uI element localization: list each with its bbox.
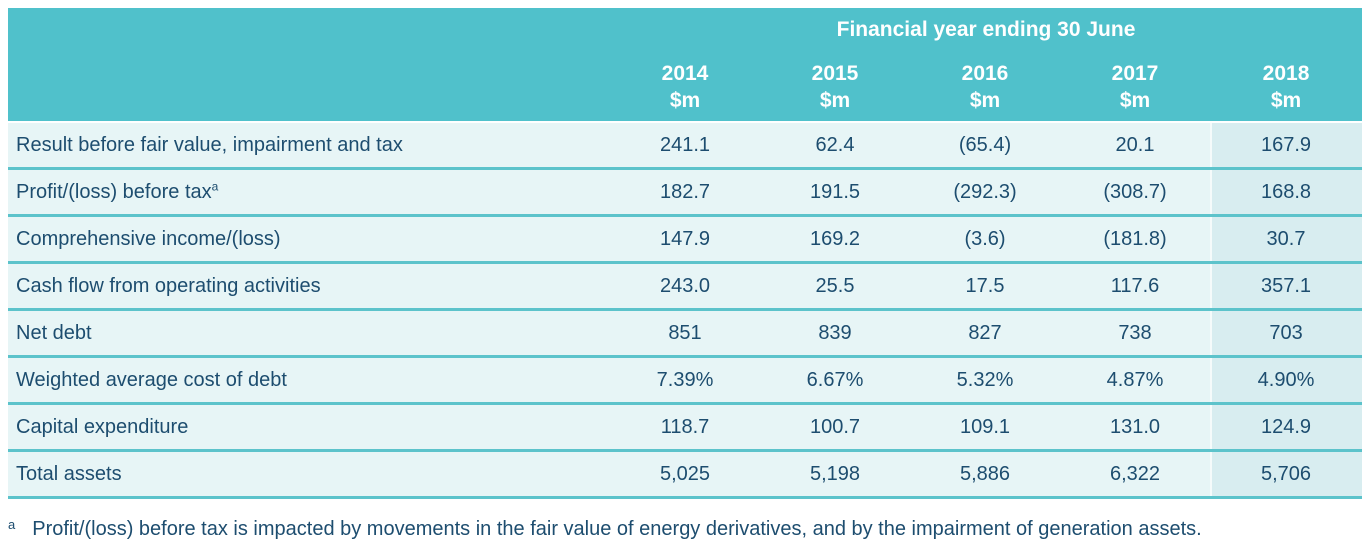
year-column-header-2016: 2016 $m <box>910 52 1060 123</box>
cell-value: 738 <box>1060 311 1210 358</box>
row-label: Cash flow from operating activities <box>8 264 610 311</box>
cell-value-highlighted: 167.9 <box>1210 123 1363 170</box>
year-column-header-2014: 2014 $m <box>610 52 760 123</box>
year-label: 2016 <box>961 61 1009 85</box>
unit-label: $m <box>1119 88 1151 112</box>
cell-value: 7.39% <box>610 358 760 405</box>
year-label: 2017 <box>1111 61 1159 85</box>
row-label: Result before fair value, impairment and… <box>8 123 610 170</box>
year-column-header-2017: 2017 $m <box>1060 52 1210 123</box>
cell-value: 182.7 <box>610 170 760 217</box>
row-label: Weighted average cost of debt <box>8 358 610 405</box>
footnote-text: Profit/(loss) before tax is impacted by … <box>32 518 1202 540</box>
cell-value: 6.67% <box>760 358 910 405</box>
footnote-marker: a <box>8 517 16 532</box>
cell-value: (292.3) <box>910 170 1060 217</box>
header-spacer <box>8 8 610 52</box>
financial-summary-table: Financial year ending 30 June 2014 $m 20… <box>8 8 1363 499</box>
row-label: Profit/(loss) before taxa <box>8 170 610 217</box>
header-years-row: 2014 $m 2015 $m 2016 $m 2017 $m 2018 $ <box>8 52 1363 123</box>
cell-value-highlighted: 5,706 <box>1210 452 1363 499</box>
table-row: Capital expenditure 118.7 100.7 109.1 13… <box>8 405 1363 452</box>
cell-value-highlighted: 4.90% <box>1210 358 1363 405</box>
table-header: Financial year ending 30 June 2014 $m 20… <box>8 8 1363 123</box>
year-label: 2018 <box>1262 61 1310 85</box>
cell-value: (65.4) <box>910 123 1060 170</box>
cell-value: (181.8) <box>1060 217 1210 264</box>
row-label: Comprehensive income/(loss) <box>8 217 610 264</box>
cell-value: 5,025 <box>610 452 760 499</box>
cell-value: 62.4 <box>760 123 910 170</box>
cell-value: 5,886 <box>910 452 1060 499</box>
cell-value: 191.5 <box>760 170 910 217</box>
header-group-title: Financial year ending 30 June <box>610 8 1363 52</box>
cell-value: 5.32% <box>910 358 1060 405</box>
cell-value: 17.5 <box>910 264 1060 311</box>
cell-value-highlighted: 124.9 <box>1210 405 1363 452</box>
cell-value: 131.0 <box>1060 405 1210 452</box>
cell-value: 827 <box>910 311 1060 358</box>
table-row: Cash flow from operating activities 243.… <box>8 264 1363 311</box>
footnote: a Profit/(loss) before tax is impacted by… <box>8 517 1202 541</box>
unit-label: $m <box>819 88 851 112</box>
year-column-header-2015: 2015 $m <box>760 52 910 123</box>
year-column-header-2018: 2018 $m <box>1210 52 1363 123</box>
cell-value: 25.5 <box>760 264 910 311</box>
table-row: Profit/(loss) before taxa 182.7 191.5 (2… <box>8 170 1363 217</box>
footnote-reference: a <box>211 178 219 193</box>
cell-value-highlighted: 168.8 <box>1210 170 1363 217</box>
row-label: Total assets <box>8 452 610 499</box>
cell-value: (308.7) <box>1060 170 1210 217</box>
row-label-text: Profit/(loss) before tax <box>16 180 212 203</box>
row-label: Capital expenditure <box>8 405 610 452</box>
year-label: 2014 <box>661 61 709 85</box>
header-group-row: Financial year ending 30 June <box>8 8 1363 52</box>
cell-value: 109.1 <box>910 405 1060 452</box>
cell-value: 243.0 <box>610 264 760 311</box>
table-row: Total assets 5,025 5,198 5,886 6,322 5,7… <box>8 452 1363 499</box>
table-row: Result before fair value, impairment and… <box>8 123 1363 170</box>
cell-value: 851 <box>610 311 760 358</box>
year-label: 2015 <box>811 61 859 85</box>
cell-value: 169.2 <box>760 217 910 264</box>
unit-label: $m <box>969 88 1001 112</box>
cell-value: 839 <box>760 311 910 358</box>
cell-value: 241.1 <box>610 123 760 170</box>
header-spacer <box>8 52 610 123</box>
cell-value: 117.6 <box>1060 264 1210 311</box>
cell-value-highlighted: 30.7 <box>1210 217 1363 264</box>
unit-label: $m <box>1270 88 1302 112</box>
cell-value: 4.87% <box>1060 358 1210 405</box>
table-row: Net debt 851 839 827 738 703 <box>8 311 1363 358</box>
cell-value: 147.9 <box>610 217 760 264</box>
cell-value-highlighted: 357.1 <box>1210 264 1363 311</box>
cell-value: 5,198 <box>760 452 910 499</box>
table-row: Weighted average cost of debt 7.39% 6.67… <box>8 358 1363 405</box>
cell-value: (3.6) <box>910 217 1060 264</box>
row-label: Net debt <box>8 311 610 358</box>
cell-value-highlighted: 703 <box>1210 311 1363 358</box>
table-body: Result before fair value, impairment and… <box>8 123 1363 499</box>
cell-value: 100.7 <box>760 405 910 452</box>
table-row: Comprehensive income/(loss) 147.9 169.2 … <box>8 217 1363 264</box>
cell-value: 20.1 <box>1060 123 1210 170</box>
cell-value: 118.7 <box>610 405 760 452</box>
cell-value: 6,322 <box>1060 452 1210 499</box>
unit-label: $m <box>669 88 701 112</box>
